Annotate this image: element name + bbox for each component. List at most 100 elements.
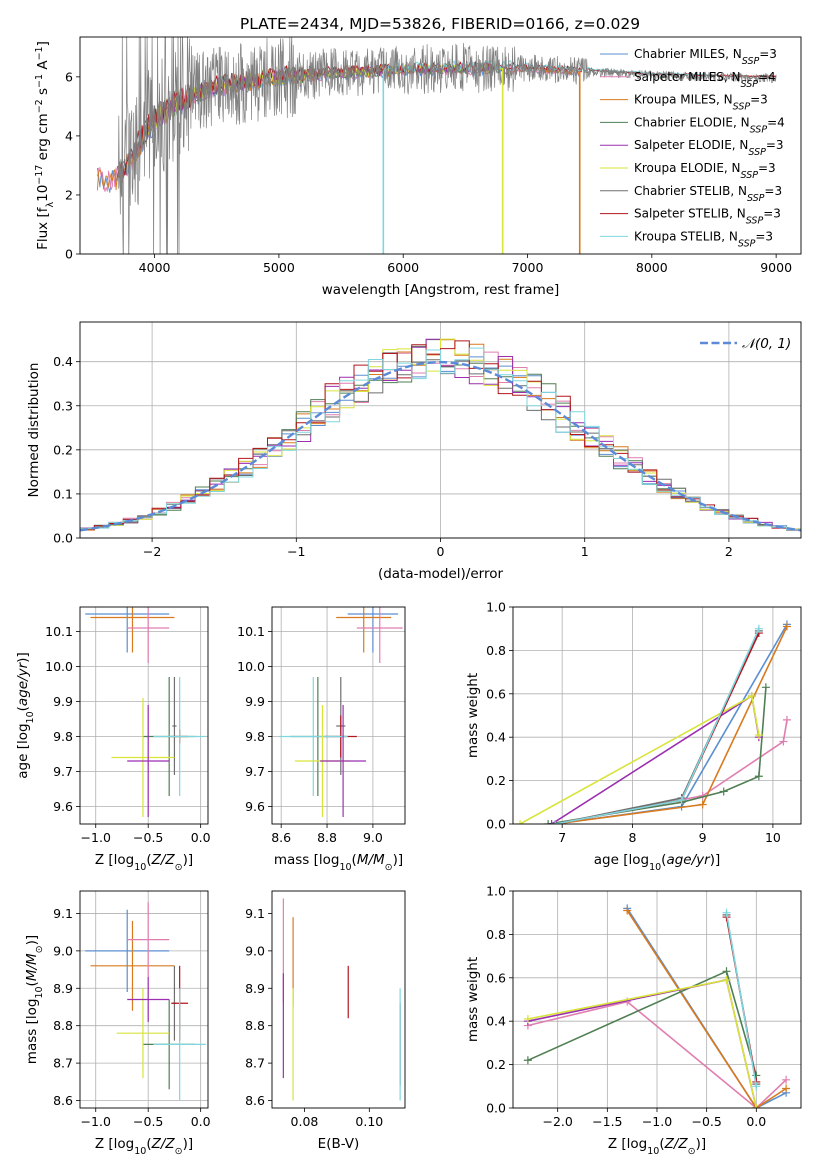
y-tick-label: 9.1 xyxy=(53,906,73,921)
x-tick-label: 10 xyxy=(765,830,781,845)
y-tick-label: 9.1 xyxy=(245,906,265,921)
x-tick-label: −2 xyxy=(143,544,161,559)
weight-marker xyxy=(782,1075,791,1084)
legend-label: Chabrier STELIB, NSSP=3 xyxy=(634,184,782,204)
weight-marker xyxy=(523,1056,532,1065)
plot-area-mass_vs_EBV xyxy=(282,898,401,1101)
plot-area-spectrum xyxy=(96,37,777,254)
panel-mass_weight_vs_age: 7 8 9 10 0.0 0.2 0.4 0.6 0.8 1.0 age [log10(age/yr… xyxy=(465,600,802,873)
weight-marker xyxy=(782,715,791,724)
weight-marker xyxy=(761,683,770,692)
weight-series-line xyxy=(626,910,787,1108)
y-tick-label: 1.0 xyxy=(486,600,506,615)
y-tick-label: 0 xyxy=(65,247,73,262)
weight-marker xyxy=(719,787,728,796)
x-tick-label: 8.6 xyxy=(271,830,291,845)
y-tick-label: 0.6 xyxy=(486,970,506,985)
y-tick-label: 8.9 xyxy=(53,981,73,996)
normal-curve xyxy=(80,360,801,532)
y-tick-label: 0.6 xyxy=(486,686,506,701)
weight-series-line xyxy=(527,979,758,1108)
weight-marker xyxy=(752,1104,761,1108)
y-tick-label: 8.8 xyxy=(53,1018,73,1033)
x-tick-label: 0.08 xyxy=(291,1114,319,1129)
weight-series-line xyxy=(554,626,788,824)
legend-label: Salpeter STELIB, NSSP=3 xyxy=(634,207,781,227)
y-tick-label: 0.3 xyxy=(53,398,73,413)
legend-label: Chabrier ELODIE, NSSP=4 xyxy=(634,115,785,134)
weight-series-line xyxy=(527,979,758,1108)
y-tick-label: 9.7 xyxy=(245,764,265,779)
plot-area-age_vs_Z xyxy=(85,607,206,817)
x-tick-label: 9.0 xyxy=(363,830,383,845)
y-axis-label: Normed distribution xyxy=(26,363,42,498)
x-tick-label: −2.0 xyxy=(543,1114,573,1129)
x-tick-label: 4000 xyxy=(139,260,171,275)
x-axis-label: age [log10(age/yr)] xyxy=(594,852,720,873)
x-tick-label: 1 xyxy=(581,544,589,559)
y-tick-label: 0.8 xyxy=(486,927,506,942)
x-tick-label: 2 xyxy=(725,544,733,559)
observed-spectrum-line xyxy=(117,37,777,254)
x-tick-label: −1 xyxy=(287,544,305,559)
plot-area-age_vs_mass xyxy=(278,607,403,817)
y-tick-label: 0.0 xyxy=(53,531,73,546)
axes-frame xyxy=(79,36,802,255)
panel-spectrum: 4000 5000 6000 7000 8000 9000 0 2 4 6 wavelength [… xyxy=(34,36,802,298)
plot-area-mass_weight_vs_age xyxy=(516,620,791,824)
x-axis-label: (data-model)/error xyxy=(378,566,504,582)
x-tick-label: −1.5 xyxy=(592,1114,622,1129)
panel-mass_vs_EBV: 0.08 0.10 8.6 8.7 8.8 8.9 9.0 9.1 E(B-V) xyxy=(245,890,406,1152)
legend-label: Salpeter MILES, NSSP=4 xyxy=(634,70,776,90)
y-tick-label: 10.0 xyxy=(237,659,265,674)
weight-series-line xyxy=(554,632,760,824)
x-axis-label: Z [log10(Z/Z⊙)] xyxy=(95,1136,193,1157)
x-tick-label: 8000 xyxy=(636,260,668,275)
weight-marker xyxy=(547,820,556,824)
x-tick-label: 0.0 xyxy=(746,1114,766,1129)
axes-frame xyxy=(79,321,802,539)
y-tick-label: 10.1 xyxy=(237,624,265,639)
panel-age_vs_Z: −1.0 −0.5 0.0 9.6 9.7 9.8 9.9 10.0 10.1 Z [log10(… xyxy=(15,606,211,873)
panel-mass_weight_vs_Z: −2.0 −1.5 −1.0 −0.5 0.0 0.0 0.2 0.4 0.6 0.8 1.0 Z [… xyxy=(465,884,802,1157)
x-axis-label: Z [log10(Z/Z⊙)] xyxy=(608,1136,706,1157)
x-tick-label: 9 xyxy=(699,830,707,845)
y-axis-label: Flux [fλ10−17 erg cm−2 s−1 A−1] xyxy=(34,41,56,250)
plot-area-mass_vs_Z xyxy=(85,902,206,1101)
y-tick-label: 10.1 xyxy=(45,624,73,639)
plot-area-residuals xyxy=(80,338,801,532)
y-tick-label: 0.2 xyxy=(486,773,506,788)
x-tick-label: 9000 xyxy=(760,260,792,275)
legend-label: Chabrier MILES, NSSP=3 xyxy=(634,47,777,67)
panel-mass_vs_Z: −1.0 −0.5 0.0 8.6 8.7 8.8 8.9 9.0 9.1 Z [log10(Z/… xyxy=(24,890,211,1157)
axes-frame xyxy=(512,606,802,825)
x-axis-label: mass [log10(M/M⊙)] xyxy=(274,852,403,873)
x-axis-label: E(B-V) xyxy=(318,1136,360,1152)
y-tick-label: 9.0 xyxy=(245,943,265,958)
y-tick-label: 1.0 xyxy=(486,884,506,899)
axes-frame xyxy=(271,890,406,1109)
y-tick-label: 0.1 xyxy=(53,486,73,501)
legend-label: Kroupa STELIB, NSSP=3 xyxy=(634,229,773,249)
figure-title: PLATE=2434, MJD=53826, FIBERID=0166, z=0… xyxy=(240,15,640,33)
weight-marker xyxy=(544,820,553,824)
weight-marker xyxy=(754,772,763,781)
y-tick-label: 9.8 xyxy=(245,729,265,744)
y-tick-label: 8.7 xyxy=(53,1056,73,1071)
weight-series-line xyxy=(554,630,760,824)
legend-label: Kroupa MILES, NSSP=3 xyxy=(634,93,768,113)
legend-label: 𝒩(0, 1) xyxy=(742,336,791,352)
y-tick-label: 2 xyxy=(65,187,73,202)
x-tick-label: 7000 xyxy=(512,260,544,275)
y-tick-label: 9.7 xyxy=(53,764,73,779)
x-tick-label: −1.0 xyxy=(642,1114,672,1129)
spectrum-legend: Chabrier MILES, NSSP=3 Salpeter MILES, NS… xyxy=(600,47,785,249)
y-tick-label: 4 xyxy=(65,128,73,143)
x-axis-label: Z [log10(Z/Z⊙)] xyxy=(95,852,193,873)
y-tick-label: 9.8 xyxy=(53,729,73,744)
legend-label: Salpeter ELODIE, NSSP=3 xyxy=(634,138,784,158)
weight-series-line xyxy=(527,1000,787,1108)
y-tick-label: 0.4 xyxy=(53,354,73,369)
weight-marker xyxy=(752,1082,761,1091)
